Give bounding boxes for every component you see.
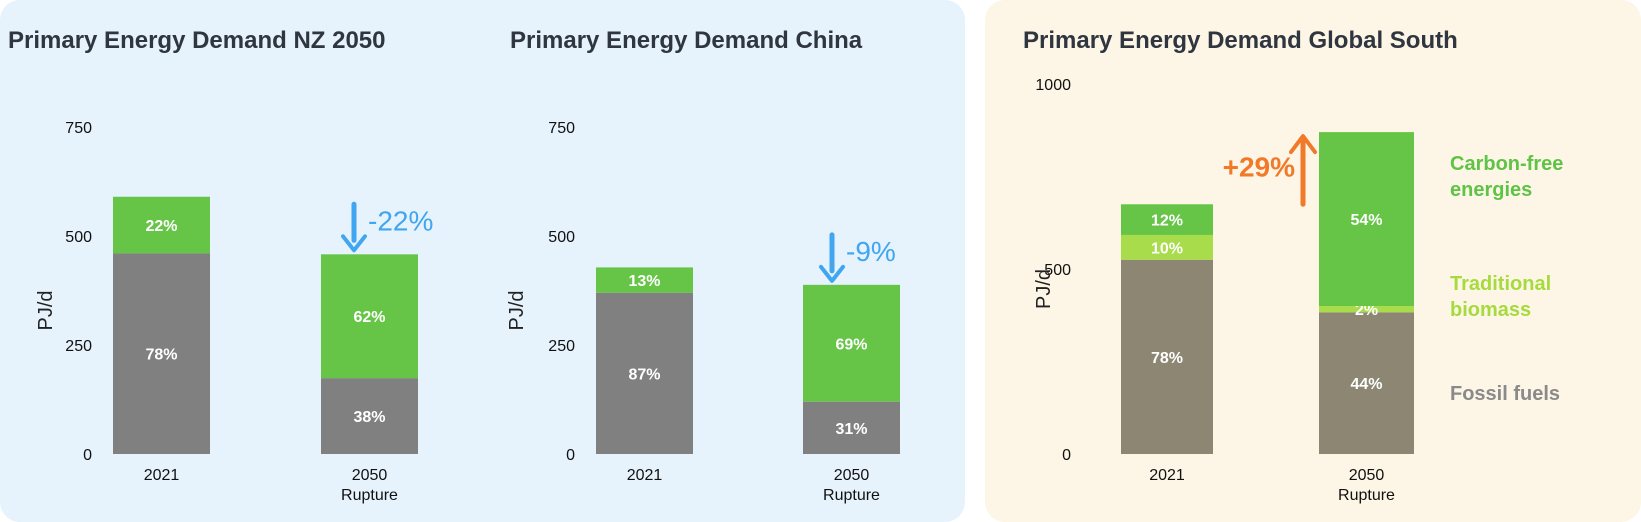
bar-segment (1121, 234, 1213, 260)
category-label: Rupture (823, 487, 880, 504)
category-label: Rupture (341, 487, 398, 504)
y-tick-label: 0 (1062, 447, 1071, 464)
bar-segment (1319, 312, 1414, 454)
bar-segment (1319, 132, 1414, 306)
chart-title: Primary Energy Demand Global South (1023, 27, 1458, 54)
chart-2: Primary Energy Demand China 0 250 500 750 PJ/… (506, 27, 900, 504)
legend-label: Carbon-free (1450, 153, 1563, 175)
bar-segment-label: 69% (835, 336, 867, 353)
y-tick-label: 500 (65, 229, 92, 246)
legend-label: Fossil fuels (1450, 383, 1560, 405)
category-label: Rupture (1338, 487, 1395, 504)
bar-segment (321, 378, 418, 454)
bar-segment-label: 13% (628, 273, 660, 290)
bar-segment (1121, 259, 1213, 454)
bar-segment (321, 254, 418, 379)
y-axis-label: PJ/d (35, 290, 57, 330)
panel-cream-background (985, 0, 1641, 522)
bar-segment-label: 22% (145, 218, 177, 235)
change-label: -9% (846, 236, 896, 267)
legend-label: Traditional (1450, 273, 1551, 295)
y-tick-label: 0 (83, 447, 92, 464)
category-label: 2021 (627, 467, 663, 484)
y-axis-label: PJ/d (506, 290, 528, 330)
y-axis-label: PJ/d (1033, 269, 1055, 309)
bar-segment (596, 292, 693, 454)
bar-segment-label: 10% (1151, 240, 1183, 257)
y-tick-label: 0 (566, 447, 575, 464)
category-label: 2050 (834, 467, 870, 484)
bar-segment-label: 38% (353, 409, 385, 426)
bar-segment (803, 401, 900, 454)
arrow-down-icon-head (341, 234, 367, 253)
chart-1: Primary Energy Demand NZ 2050 0 250 500 750 P… (8, 27, 433, 504)
chart-title: Primary Energy Demand China (510, 27, 863, 54)
arrow-up-icon-head (1289, 134, 1317, 155)
change-label: -22% (368, 205, 433, 236)
bar-segment-label: 78% (145, 347, 177, 364)
y-tick-label: 750 (548, 120, 575, 137)
bar-segment (1319, 306, 1414, 313)
y-tick-label: 500 (548, 229, 575, 246)
bar-segment-label: 78% (1151, 350, 1183, 367)
bar-segment-label: 62% (353, 309, 385, 326)
legend-label: biomass (1450, 299, 1531, 321)
y-tick-label: 750 (65, 120, 92, 137)
bar-segment-label: 54% (1350, 212, 1382, 229)
bar-segment (596, 267, 693, 293)
bar-segment (803, 284, 900, 402)
change-label: +29% (1223, 151, 1295, 182)
bar-segment (113, 196, 210, 254)
bar-segment-label: 31% (835, 421, 867, 438)
bar-segment-label: 2% (1355, 302, 1378, 319)
y-tick-label: 250 (65, 338, 92, 355)
bar-segment (1121, 204, 1213, 235)
bar-segment-label: 12% (1151, 213, 1183, 230)
category-label: 2021 (144, 467, 180, 484)
y-tick-label: 1000 (1035, 77, 1071, 94)
bar-segment-label: 44% (1350, 376, 1382, 393)
category-label: 2050 (1349, 467, 1385, 484)
y-tick-label: 250 (548, 338, 575, 355)
arrow-down-icon-head (819, 264, 845, 283)
bar-segment (113, 253, 210, 454)
category-label: 2050 (352, 467, 388, 484)
bar-segment-label: 87% (628, 366, 660, 383)
y-tick-label: 500 (1044, 262, 1071, 279)
chart-title: Primary Energy Demand NZ 2050 (8, 27, 386, 54)
category-label: 2021 (1149, 467, 1185, 484)
chart-3: Primary Energy Demand Global South 0 500 10… (1023, 27, 1563, 504)
legend-label: energies (1450, 179, 1532, 201)
